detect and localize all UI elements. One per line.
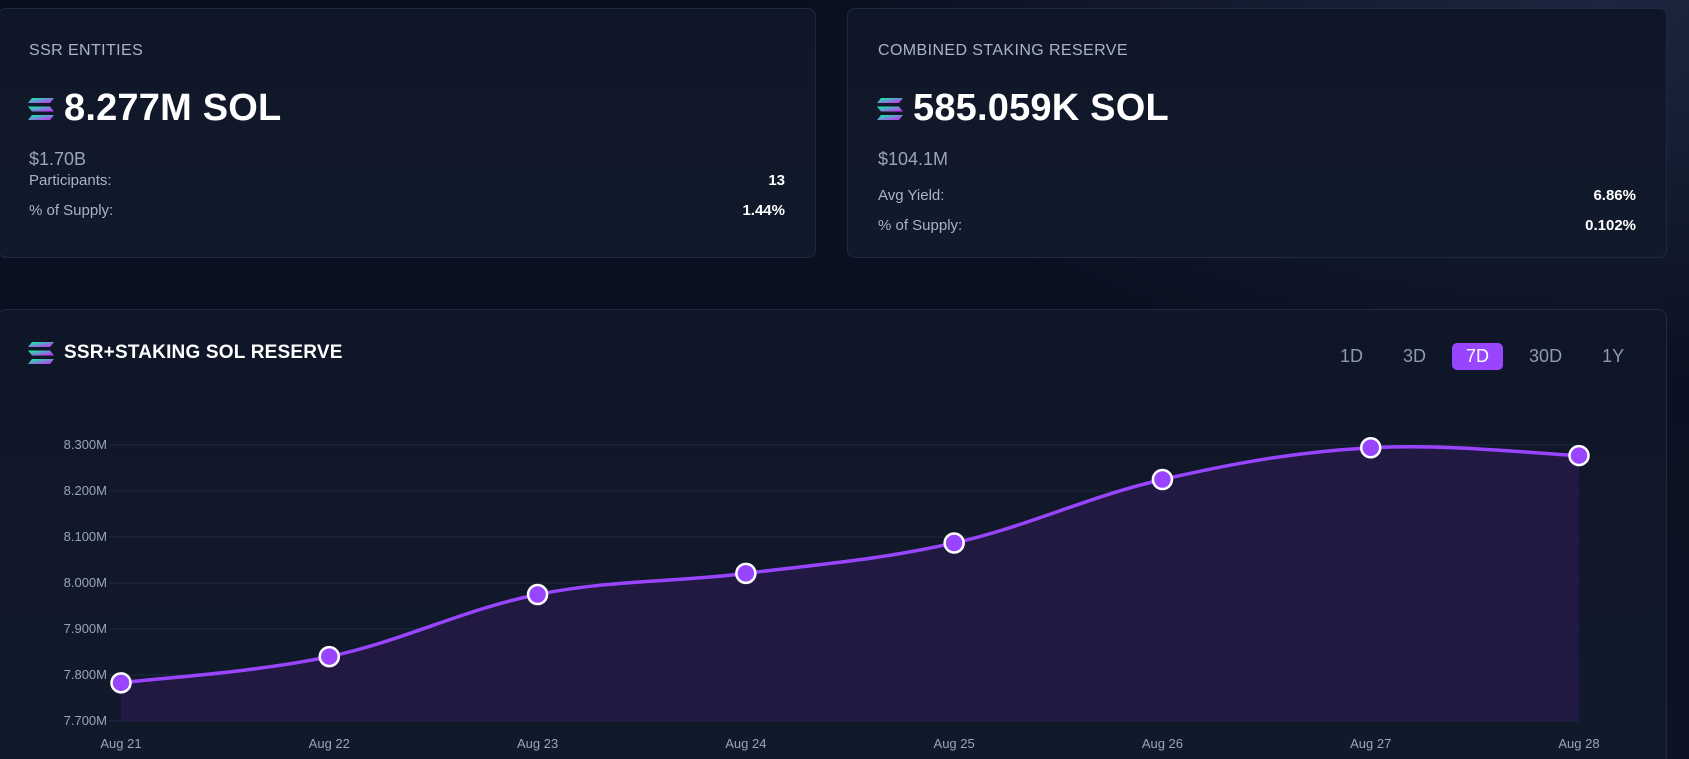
stat-label: % of Supply:	[29, 202, 114, 219]
x-tick-label: Aug 27	[1350, 736, 1391, 751]
stat-label: Participants:	[29, 172, 112, 189]
staking-card-label: COMBINED STAKING RESERVE	[878, 42, 1128, 59]
staking-value-row: 585.059K SOL	[877, 87, 1169, 130]
data-point[interactable]	[735, 562, 757, 585]
solana-logo-icon	[28, 97, 54, 120]
range-tab-3d[interactable]: 3D	[1403, 346, 1427, 366]
x-tick-label: Aug 24	[725, 736, 766, 751]
y-tick-label: 7.800M	[64, 667, 107, 682]
reserve-chart-card: SSR+STAKING SOL RESERVE 1D 3D 7D 30D 1Y …	[0, 309, 1667, 759]
y-tick-label: 8.100M	[64, 529, 107, 544]
x-axis-ticks: Aug 21 Aug 22 Aug 23 Aug 24 Aug 25 Aug 26 Aug …	[100, 736, 1599, 751]
y-tick-label: 8.200M	[64, 483, 107, 498]
staking-reserve-card: COMBINED STAKING RESERVE 585.059K SOL $1…	[847, 8, 1667, 258]
solana-logo-icon	[877, 97, 903, 120]
staking-total-sol: 585.059K SOL	[913, 87, 1169, 129]
y-axis-ticks: 7.700M 7.800M 7.900M 8.000M 8.100M 8.200M 8.30…	[64, 437, 107, 728]
ssr-entities-card: SSR ENTITIES 8.277M SOL $1.70B Participa…	[0, 8, 816, 258]
stat-label: Avg Yield:	[878, 187, 945, 204]
chart-area	[120, 445, 1580, 721]
x-tick-label: Aug 23	[517, 736, 558, 751]
x-tick-label: Aug 28	[1558, 736, 1599, 751]
x-tick-label: Aug 21	[100, 736, 141, 751]
series-line	[120, 445, 1580, 685]
range-tab-1y[interactable]: 1Y	[1602, 346, 1625, 366]
stat-value: 6.86%	[1593, 187, 1636, 204]
reserve-area-chart: 7.700M 7.800M 7.900M 8.000M 8.100M 8.200M 8.30…	[64, 437, 1600, 751]
ssr-stat-supply: % of Supply: 1.44%	[29, 202, 785, 219]
staking-stat-supply: % of Supply: 0.102%	[878, 217, 1636, 234]
data-point[interactable]	[110, 672, 132, 694]
ssr-usd-value: $1.70B	[29, 149, 87, 169]
chart-title: SSR+STAKING SOL RESERVE	[64, 342, 343, 363]
y-tick-label: 8.000M	[64, 575, 107, 590]
y-tick-label: 8.300M	[64, 437, 107, 452]
chart-header: SSR+STAKING SOL RESERVE	[28, 342, 343, 364]
y-tick-label: 7.700M	[64, 713, 107, 728]
time-range-tabs: 1D 3D 7D 30D 1Y	[1326, 343, 1650, 370]
data-point[interactable]	[1359, 437, 1382, 459]
y-tick-label: 7.900M	[64, 621, 107, 636]
area-fill	[121, 446, 1579, 721]
data-point[interactable]	[318, 645, 341, 668]
ssr-value-row: 8.277M SOL	[28, 87, 281, 130]
data-point[interactable]	[526, 583, 549, 606]
data-point[interactable]	[1151, 468, 1174, 491]
x-tick-label: Aug 22	[309, 736, 350, 751]
solana-logo-icon	[28, 342, 54, 364]
range-tab-1d[interactable]: 1D	[1340, 346, 1364, 366]
x-tick-label: Aug 26	[1142, 736, 1183, 751]
ssr-total-sol: 8.277M SOL	[64, 87, 282, 129]
data-point[interactable]	[1568, 444, 1590, 467]
stat-label: % of Supply:	[878, 217, 963, 234]
ssr-stat-participants: Participants: 13	[29, 172, 785, 189]
range-tab-30d[interactable]: 30D	[1529, 346, 1563, 366]
stat-value: 13	[768, 172, 785, 189]
staking-stat-yield: Avg Yield: 6.86%	[878, 187, 1636, 204]
data-point[interactable]	[943, 532, 965, 554]
stat-value: 0.102%	[1585, 217, 1636, 234]
ssr-card-label: SSR ENTITIES	[29, 42, 144, 59]
range-tab-7d[interactable]: 7D	[1452, 343, 1504, 370]
x-tick-label: Aug 25	[934, 736, 975, 751]
staking-usd-value: $104.1M	[878, 149, 949, 169]
stat-value: 1.44%	[742, 202, 785, 219]
chart-points	[110, 437, 1590, 694]
